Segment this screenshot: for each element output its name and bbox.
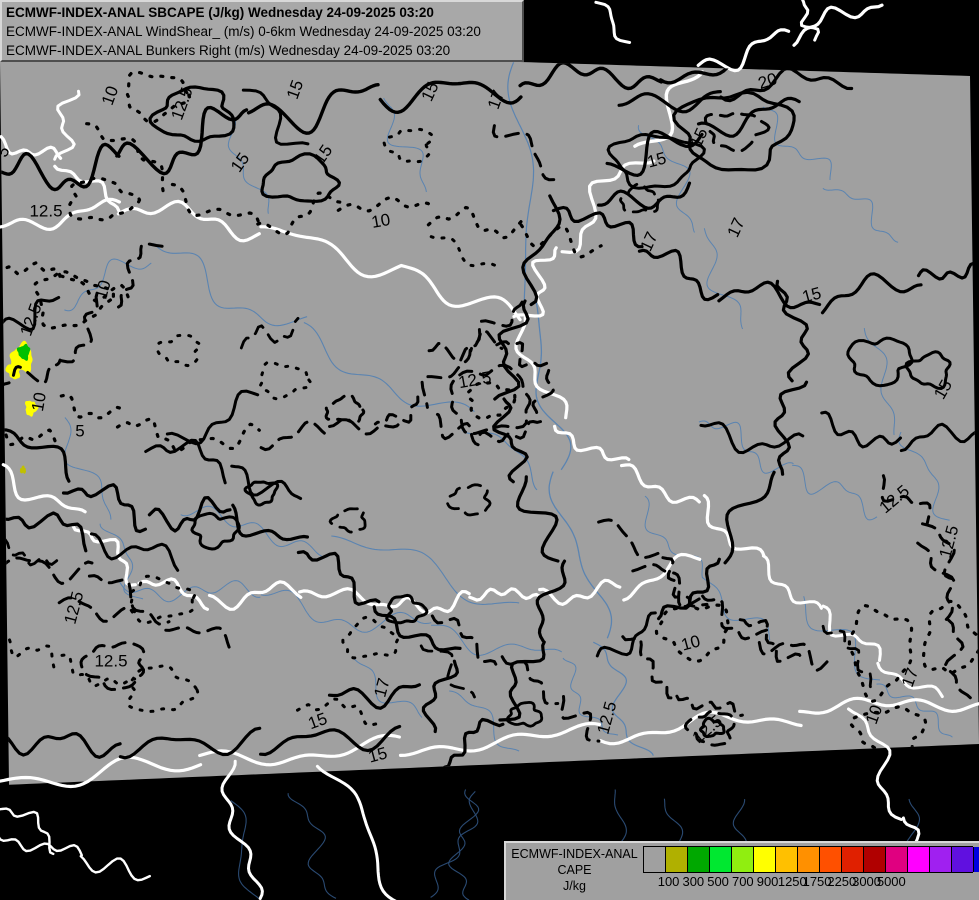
cape-patch-1: [16, 343, 31, 361]
legend-swatch-7: [798, 847, 820, 872]
product-info-panel: ECMWF-INDEX-ANAL SBCAPE (J/kg) Wednesday…: [0, 0, 524, 62]
legend-swatch-8: [820, 847, 842, 872]
legend-swatch-12: [908, 847, 930, 872]
legend-swatch-6: [776, 847, 798, 872]
map-land-area: [0, 62, 979, 785]
legend-tick-700: 700: [731, 874, 754, 889]
legend-title-product: ECMWF-INDEX-ANAL: [511, 847, 638, 861]
contour-label-12-5-0: 12.5: [29, 201, 62, 220]
header-line-sbcape: ECMWF-INDEX-ANAL SBCAPE (J/kg) Wednesday…: [6, 5, 434, 20]
contour-label-10-30: 10: [679, 631, 702, 654]
legend-tick-300: 300: [682, 874, 705, 889]
legend-title: ECMWF-INDEX-ANAL CAPE J/kg: [506, 843, 643, 894]
cape-patch-3: [25, 400, 39, 417]
legend-tick-3000: 3000: [852, 874, 882, 889]
legend-swatch-2: [688, 847, 710, 872]
legend-tick-5000: 5000: [876, 874, 906, 889]
legend-tick-500: 500: [707, 874, 729, 889]
legend-swatch-row: [643, 846, 979, 873]
legend-title-units: J/kg: [563, 879, 586, 893]
legend-tick-2250: 2250: [827, 874, 857, 889]
legend-swatch-10: [864, 847, 886, 872]
contour-label-15-28: 15: [366, 743, 389, 766]
contour-label-17-27: 17: [370, 676, 393, 699]
cape-patch-4: [19, 465, 26, 474]
contour-label-10-18: 10: [28, 391, 50, 413]
cape-shaded-regions: [5, 340, 39, 474]
legend-tick-100: 100: [657, 874, 680, 889]
legend-tick-row: 100 300 500 700 900 1250 1750 2250 3000 5000: [643, 873, 975, 893]
legend-swatch-4: [732, 847, 754, 872]
legend-swatch-14: [952, 847, 974, 872]
contour-label-15-10: 15: [645, 148, 668, 171]
contour-label-20-9: 20: [756, 69, 780, 93]
legend-tick-1250: 1250: [777, 874, 807, 889]
legend-swatch-0: [644, 847, 666, 872]
legend-swatch-1: [666, 847, 688, 872]
contour-label-5-19: 5: [75, 421, 84, 440]
header-line-windshear: ECMWF-INDEX-ANAL WindShear_ (m/s) 0-6km …: [6, 24, 481, 39]
contour-label-15-14: 15: [800, 283, 823, 306]
contour-label-12-5-25: 12.5: [94, 651, 127, 670]
legend-tick-900: 900: [756, 874, 779, 889]
legend-swatch-13: [930, 847, 952, 872]
legend-title-field: CAPE: [557, 863, 592, 877]
legend-swatch-5: [754, 847, 776, 872]
legend-colorbar: 100 300 500 700 900 1250 1750 2250 3000 5000: [643, 843, 979, 893]
legend-swatch-11: [886, 847, 908, 872]
windshear-contours: [0, 62, 979, 769]
header-line-bunkers: ECMWF-INDEX-ANAL Bunkers Right (m/s) Wed…: [6, 43, 451, 58]
legend-swatch-9: [842, 847, 864, 872]
legend-tick-1750: 1750: [802, 874, 832, 889]
legend-swatch-15: [974, 847, 979, 872]
legend-swatch-3: [710, 847, 732, 872]
cape-legend-panel: ECMWF-INDEX-ANAL CAPE J/kg 100 300 500 700 9…: [504, 841, 979, 900]
contour-label-10-16: 10: [91, 278, 114, 301]
contour-label-10-15: 10: [370, 210, 392, 232]
